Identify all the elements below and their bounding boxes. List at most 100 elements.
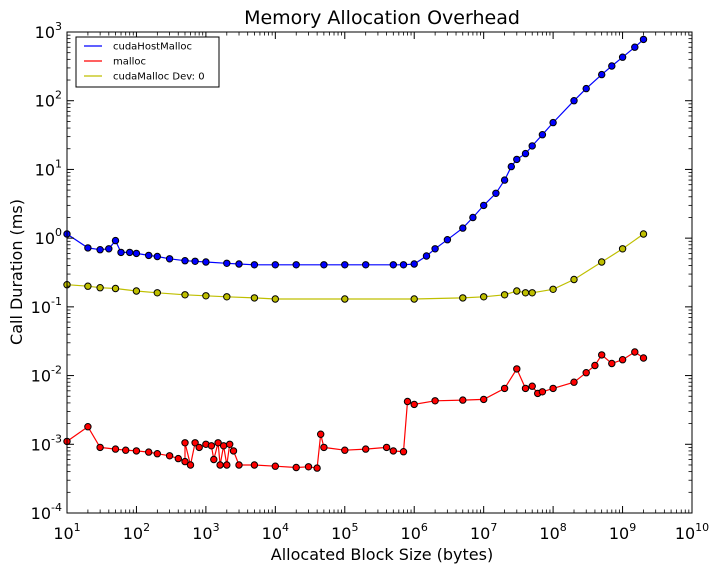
data-point [216, 461, 224, 469]
data-point [549, 118, 557, 127]
data-point [591, 361, 599, 370]
data-point [521, 384, 530, 393]
y-tick-base: 10 [35, 92, 55, 111]
data-point [153, 450, 162, 458]
y-tick-label: 10-2 [31, 364, 62, 386]
legend-box [75, 36, 220, 88]
data-point [582, 84, 590, 93]
data-point [111, 236, 120, 245]
data-point [341, 295, 349, 303]
y-tick-exponent: 3 [55, 20, 62, 33]
data-point [191, 257, 199, 265]
y-tick-base: 10 [35, 229, 55, 248]
data-point [207, 442, 216, 450]
data-point [84, 244, 92, 252]
data-point [223, 293, 231, 301]
data-point [132, 249, 141, 258]
y-tick-exponent: 0 [55, 226, 62, 239]
y-tick-label: 102 [35, 89, 62, 111]
y-tick-label: 103 [35, 20, 62, 42]
data-point [250, 461, 259, 469]
x-tick-exponent: 3 [213, 521, 220, 534]
data-point [521, 149, 530, 158]
data-point [431, 397, 439, 405]
data-point [191, 439, 199, 447]
data-point [538, 131, 547, 139]
data-point [341, 446, 349, 454]
x-tick-base: 10 [192, 524, 212, 543]
data-point [145, 251, 153, 260]
x-tick-exponent: 5 [351, 521, 358, 534]
legend: cudaHostMalloc malloc cudaMalloc Dev: 0 [75, 36, 220, 88]
data-point [84, 282, 92, 290]
x-tick-exponent: 4 [282, 521, 289, 534]
legend-label: malloc [113, 57, 146, 68]
x-tick-label: 109 [609, 521, 636, 543]
data-point [153, 252, 162, 261]
x-tick-label: 104 [262, 521, 289, 543]
data-point [165, 255, 174, 263]
x-tick-base: 10 [123, 524, 143, 543]
data-point [181, 457, 189, 466]
data-point [549, 285, 557, 293]
data-point [304, 463, 313, 471]
y-tick-exponent: -1 [51, 295, 62, 308]
x-tick-exponent: 2 [143, 521, 150, 534]
data-point [341, 261, 349, 269]
y-tick-base: 10 [35, 160, 55, 179]
legend-label: cudaHostMalloc [113, 42, 192, 53]
data-point [513, 287, 521, 295]
data-point [608, 62, 616, 70]
y-tick-label: 10-3 [31, 432, 62, 454]
data-point [111, 445, 120, 453]
y-tick-base: 10 [31, 435, 51, 454]
data-point [410, 295, 418, 303]
x-tick-base: 10 [539, 524, 559, 543]
data-point [202, 292, 210, 300]
data-point [459, 396, 467, 404]
data-point [618, 245, 627, 253]
data-point [500, 291, 509, 299]
x-tick-label: 105 [331, 521, 358, 543]
y-tick-label: 10-1 [31, 295, 62, 317]
data-point [96, 284, 104, 292]
data-point [549, 384, 557, 393]
x-tick-base: 10 [331, 524, 351, 543]
x-tick-label: 108 [539, 521, 566, 543]
y-tick-label: 101 [35, 157, 62, 179]
data-point [126, 248, 134, 257]
data-point [480, 293, 488, 301]
data-point [403, 397, 412, 406]
data-point [153, 289, 162, 297]
x-tick-label: 107 [470, 521, 497, 543]
x-tick-base: 10 [401, 524, 421, 543]
data-point [235, 461, 243, 469]
data-point [431, 245, 439, 253]
data-point [250, 261, 259, 269]
y-tick-base: 10 [31, 298, 51, 317]
data-point [422, 252, 431, 260]
data-point [639, 230, 648, 238]
y-tick-base: 10 [31, 367, 51, 386]
data-point [317, 430, 325, 438]
data-point [492, 189, 500, 198]
x-tick-exponent: 9 [629, 521, 636, 534]
data-point [618, 356, 627, 364]
x-tick-exponent: 1 [74, 521, 81, 534]
legend-label: cudaMalloc Dev: 0 [113, 72, 205, 83]
y-tick-base: 10 [35, 23, 55, 42]
data-point [598, 258, 606, 266]
data-point [582, 369, 590, 377]
data-point [362, 445, 370, 453]
y-tick-exponent: -2 [51, 364, 62, 377]
x-tick-label: 106 [401, 521, 428, 543]
data-point [320, 443, 328, 452]
x-tick-exponent: 10 [695, 521, 709, 534]
x-tick-label: 102 [123, 521, 150, 543]
data-point [410, 400, 418, 409]
data-point [528, 142, 536, 150]
data-point [320, 261, 328, 269]
x-tick-exponent: 8 [560, 521, 567, 534]
data-point [362, 261, 370, 269]
